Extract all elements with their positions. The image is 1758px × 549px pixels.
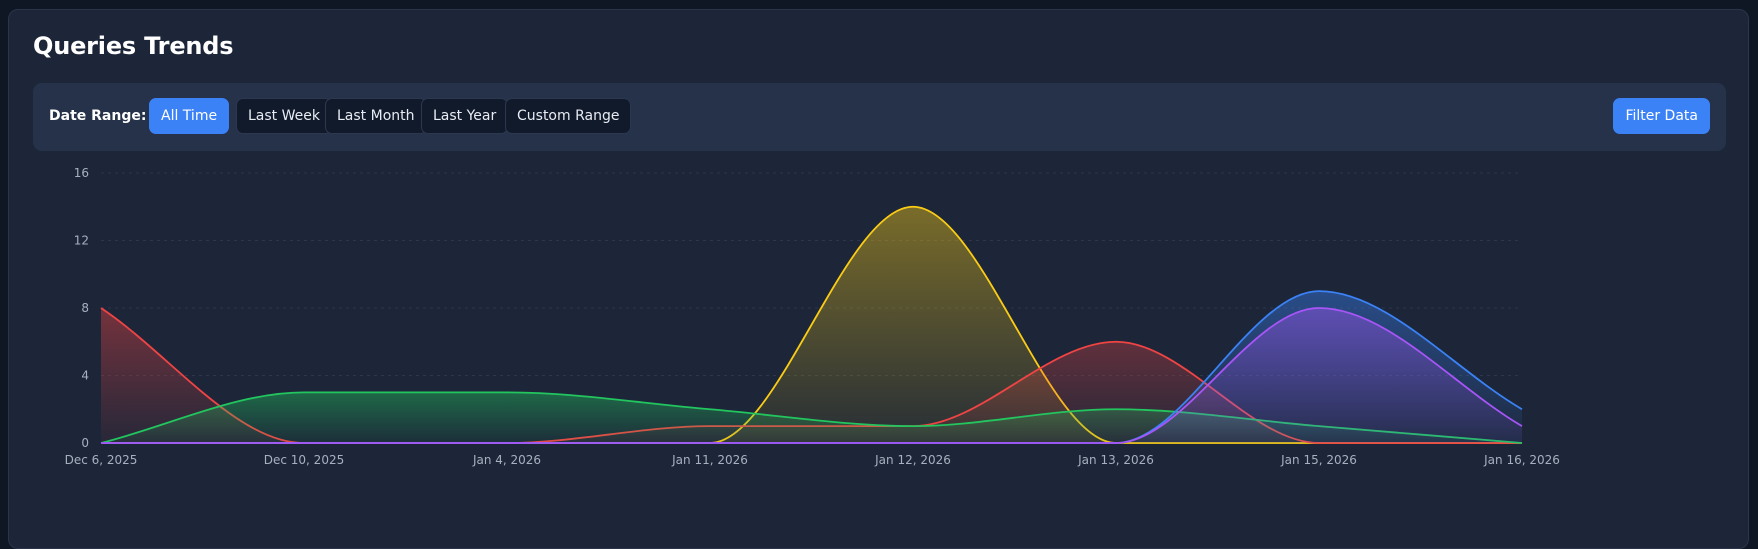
range-all-time-button[interactable]: All Time: [149, 98, 230, 134]
queries-trends-panel: Queries Trends Date Range: All Time Last…: [8, 9, 1749, 549]
series-area: [101, 308, 1522, 443]
y-tick-label: 16: [74, 166, 89, 180]
panel-title: Queries Trends: [33, 32, 234, 60]
date-range-label: Date Range:: [49, 108, 147, 124]
range-custom-range-button[interactable]: Custom Range: [505, 98, 632, 134]
x-tick-label: Dec 6, 2025: [65, 453, 138, 467]
chart-series: [100, 205, 1523, 444]
x-tick-label: Jan 16, 2026: [1483, 453, 1560, 467]
chart-axes: 0 4 8 12 16 Dec 6, 2025 Dec 10, 2025 Jan 4, 202…: [65, 166, 1560, 467]
y-tick-label: 8: [81, 301, 89, 315]
range-last-year-button[interactable]: Last Year: [421, 98, 509, 134]
x-tick-label: Dec 10, 2025: [264, 453, 344, 467]
queries-trends-chart: 0 4 8 12 16 Dec 6, 2025 Dec 10, 2025 Jan 4, 202…: [65, 166, 1560, 467]
date-range-filter-bar: Date Range: All Time Last Week Last Mont…: [33, 83, 1726, 151]
x-tick-label: Jan 13, 2026: [1077, 453, 1154, 467]
series-area: [101, 308, 1522, 443]
y-tick-label: 4: [81, 369, 89, 383]
series-line: [100, 307, 1523, 444]
range-last-week-button[interactable]: Last Week: [236, 98, 332, 134]
series-4: [100, 307, 1523, 444]
y-tick-label: 0: [81, 436, 89, 450]
filter-data-button[interactable]: Filter Data: [1613, 98, 1710, 134]
x-tick-label: Jan 12, 2026: [874, 453, 951, 467]
x-tick-label: Jan 15, 2026: [1280, 453, 1357, 467]
x-tick-label: Jan 11, 2026: [671, 453, 748, 467]
range-last-month-button[interactable]: Last Month: [325, 98, 427, 134]
y-tick-label: 12: [74, 234, 89, 248]
x-tick-label: Jan 4, 2026: [472, 453, 541, 467]
